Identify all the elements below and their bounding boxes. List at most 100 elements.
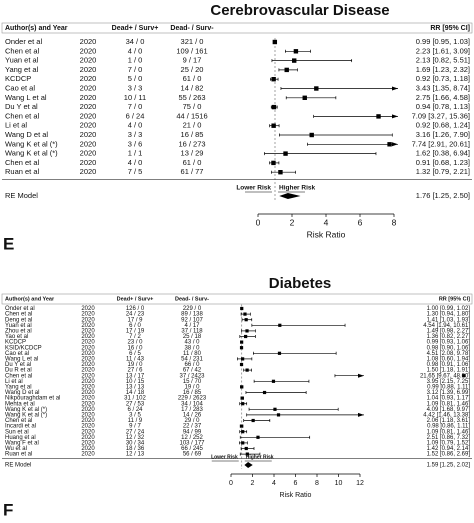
dead-pos: 34 / 0 [126,37,145,46]
dead-pos: 10 / 15 [126,379,145,385]
point-estimate [239,362,244,367]
summary-label: RE Model [5,463,31,469]
study: Wang D et al [5,390,39,396]
dead-neg: 54 / 231 [181,356,203,362]
point-estimate [240,340,244,344]
study: Wang K et al (*) [5,412,47,418]
dead-neg: 67 / 42 [183,368,202,374]
point-estimate [271,379,276,383]
dead-pos: 27 / 24 [126,429,145,435]
study: Ruan et al [5,452,32,458]
rr-label: 1.30 [0.94, 1.80] [427,312,471,318]
year: 2020 [81,452,95,458]
year: 2020 [81,407,95,413]
study: Chen et al [5,158,40,167]
point-estimate [244,334,248,339]
study: Chen et al [5,373,32,379]
year: 2020 [80,130,97,139]
year: 2020 [81,351,95,357]
rr-label: 0.91 [0.68, 1.23] [416,158,470,167]
point-estimate [276,413,281,417]
header: Dead+ / Surv+ [112,25,159,32]
header: Author(s) and Year [5,296,55,302]
point-estimate [309,132,314,138]
year: 2020 [81,328,95,334]
rr-label: 7.09 [3.27, 15.36] [412,111,470,120]
dead-pos: 24 / 23 [126,312,145,318]
dead-pos: 7 / 0 [128,102,143,111]
point-estimate [271,104,277,110]
rr-label: 4.42 [1.46, 13.38] [423,412,470,418]
study: Wang L et al [5,356,38,362]
dead-pos: 7 / 2 [129,334,141,340]
year: 2020 [81,384,95,390]
point-estimate [277,351,282,355]
dead-pos: 3 / 3 [128,130,143,139]
dead-neg: 61 / 0 [183,74,202,83]
rr-label: 1.69 [1.23, 2.32] [416,65,470,74]
higher-risk: Higher Risk [279,185,316,192]
rr-label: 3.95 [2.15, 7.25] [427,379,471,385]
study: Chen et al [5,111,40,120]
dead-neg: 66 / 0 [184,362,200,368]
study: Li et al [5,379,23,385]
study: Deng et al [5,317,32,323]
point-estimate [271,123,276,128]
dead-pos: 31 / 102 [124,396,146,402]
study: Yuan et al [5,323,32,329]
panel-label: F [3,500,13,519]
point-estimate [314,86,319,91]
rr-label: 0.99 [0.95, 1.03] [416,37,470,46]
dead-neg: 92 / 107 [181,317,203,323]
rr-label: 0.98 [0.90, 1.06] [427,345,471,351]
header-box [1,22,473,34]
dead-neg: 25 / 18 [183,334,202,340]
dead-neg: 25 / 20 [181,65,204,74]
dead-pos: 5 / 0 [128,74,143,83]
year: 2020 [80,65,97,74]
point-estimate [243,312,247,316]
x-tick-label: 2 [251,480,255,487]
rr-label: 0.98 [0.86, 1.11] [427,424,470,430]
dead-neg: 55 / 263 [178,93,205,102]
ci-arrow [392,142,398,147]
dead-neg: 109 / 161 [176,46,207,55]
header: Dead- / Surv- [175,296,209,302]
point-estimate [240,396,244,400]
dead-pos: 11 / 9 [128,418,143,424]
dead-pos: 6 / 5 [129,351,141,357]
dead-neg: 37 / 2423 [179,373,205,379]
year: 2020 [81,345,95,351]
dead-neg: 16 / 85 [183,390,202,396]
study: Yao et al [5,334,28,340]
header: Author(s) and Year [5,25,68,32]
panel-title: Diabetes [269,275,332,292]
study: Du Y et al [5,102,38,111]
summary-label: RE Model [5,191,38,200]
study: Yang et al [5,65,39,74]
rr-label: 21.65 [9.67, 48.00] [420,373,470,379]
dead-pos: 13 / 17 [126,373,145,379]
rr-label: 2.23 [1.61, 3.09] [416,46,470,55]
dead-neg: 9 / 17 [183,56,202,65]
dead-pos: 27 / 6 [127,368,143,374]
ci-arrow [392,86,398,91]
dead-pos: 7 / 0 [128,65,143,74]
point-estimate [239,424,244,428]
higher-risk: Higher Risk [246,454,274,460]
ci-arrow [358,412,364,417]
rr-label: 1.42 [0.94, 2.14] [427,446,471,452]
year: 2020 [80,167,97,176]
header: RR [95% CI] [439,296,470,302]
rr-label: 1.32 [0.79, 2.21] [416,167,470,176]
point-estimate [292,58,297,63]
year: 2020 [80,93,97,102]
rr-label: 0.99 [0.88, 1.11] [427,384,470,390]
year: 2020 [80,37,97,46]
year: 2020 [81,362,95,368]
point-estimate [241,441,245,445]
study: Onder et al [5,37,42,46]
dead-neg: 61 / 0 [183,158,202,167]
point-estimate [278,170,283,175]
point-estimate [245,452,249,456]
